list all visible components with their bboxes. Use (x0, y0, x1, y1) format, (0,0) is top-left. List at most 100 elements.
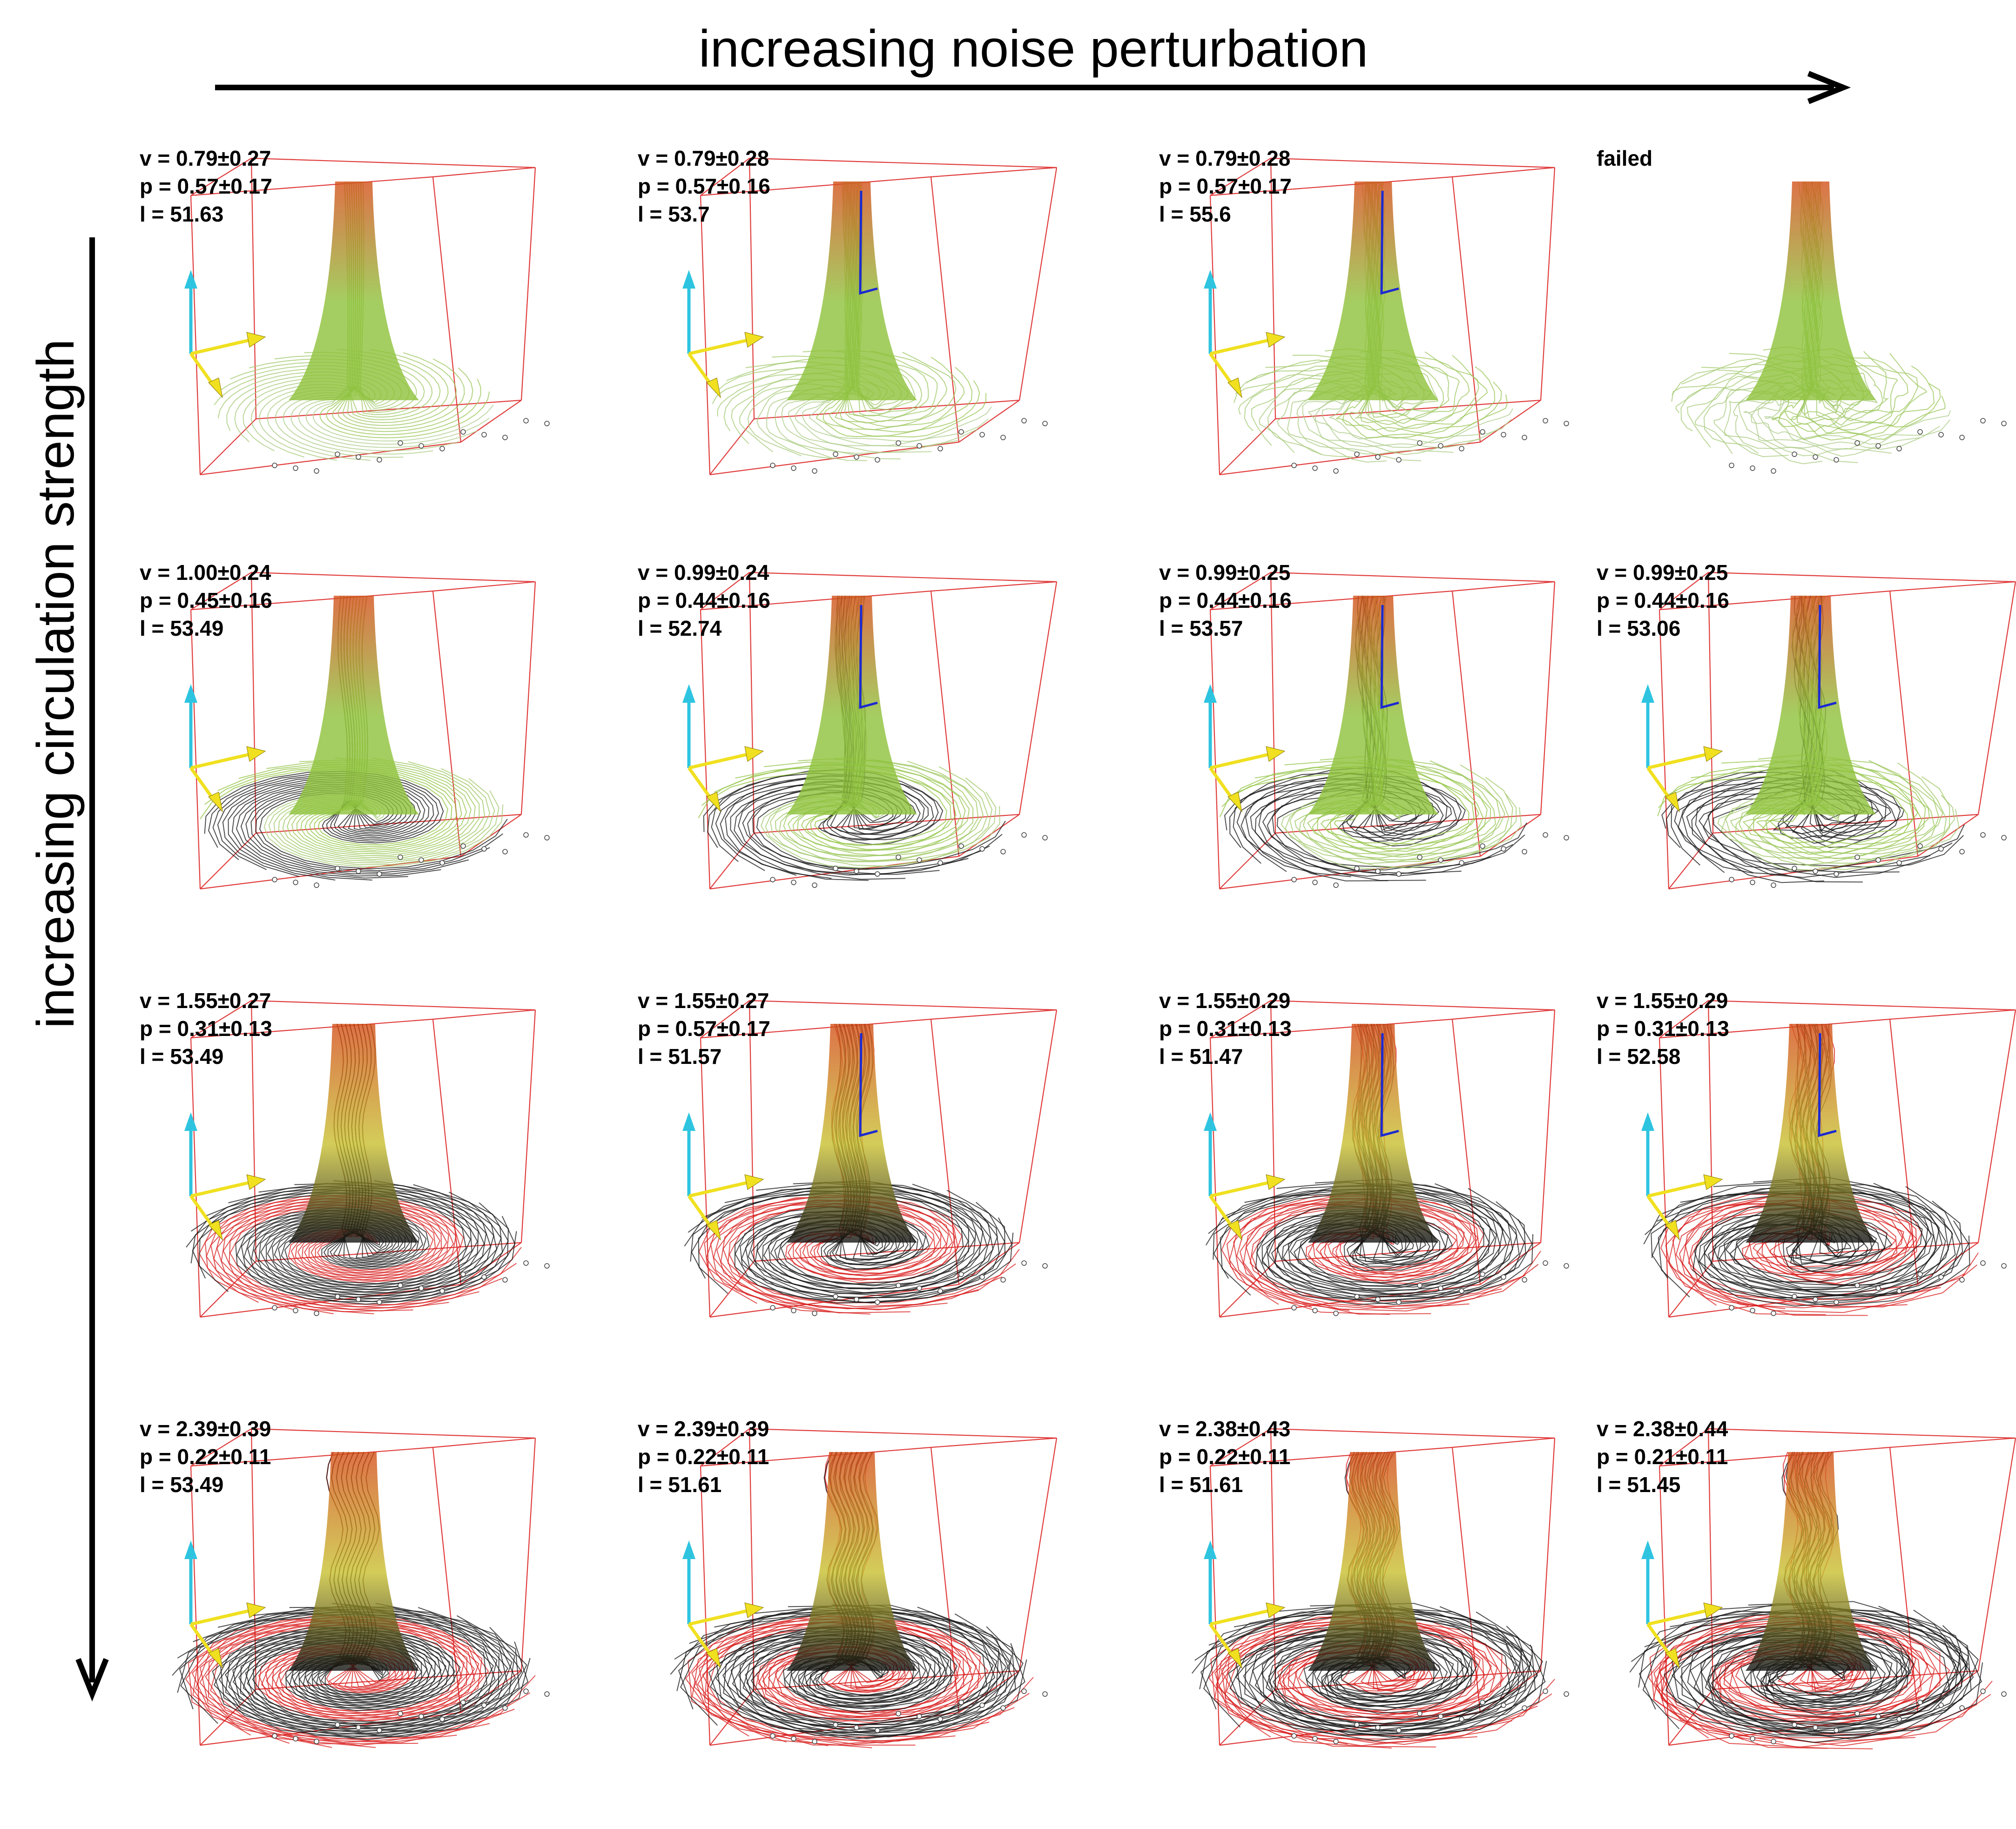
pressure-stat: p = 0.44±0.16 (638, 588, 770, 612)
vortex-column (1308, 596, 1438, 814)
panel-r2-c3: v = 0.99±0.25 p = 0.44±0.16 l = 53.57 (1154, 554, 1620, 973)
axis-glyph (682, 1540, 764, 1669)
vortex-column (289, 1452, 419, 1671)
tracker-path (1380, 1033, 1399, 1137)
axis-glyph (184, 270, 266, 398)
pressure-stat: p = 0.57±0.17 (638, 1016, 770, 1041)
bounding-box (190, 1000, 536, 1318)
panel-stats: v = 1.55±0.27 p = 0.31±0.13 l = 53.49 (140, 987, 272, 1070)
panel-stats: v = 2.39±0.39 p = 0.22±0.11 l = 51.61 (638, 1415, 769, 1499)
panel-r4-c4: v = 2.38±0.44 p = 0.21±0.11 l = 51.45 (1592, 1410, 2016, 1829)
axis-glyph (1204, 1112, 1286, 1241)
streamlines (1657, 595, 1965, 883)
vortex-rendering (670, 1428, 1058, 1748)
panel-stats: v = 1.00±0.24 p = 0.45±0.16 l = 53.49 (140, 558, 272, 642)
panel-stats: v = 0.79±0.28 p = 0.57±0.16 l = 53.7 (638, 144, 770, 228)
vortex-rendering (184, 157, 550, 476)
vortex-rendering (184, 572, 550, 890)
pressure-stat: p = 0.22±0.11 (1159, 1445, 1291, 1469)
seed-points (1729, 418, 2007, 474)
velocity-stat: v = 1.55±0.29 (1597, 988, 1728, 1013)
pressure-stat: p = 0.22±0.11 (140, 1445, 271, 1469)
tracker-path (1818, 605, 1837, 709)
pressure-stat: p = 0.44±0.16 (1159, 588, 1292, 612)
tracker-path (1818, 1033, 1837, 1137)
velocity-stat: v = 0.99±0.25 (1597, 560, 1728, 585)
panel-r3-c2: v = 1.55±0.27 p = 0.57±0.17 l = 51.57 (633, 982, 1099, 1401)
vortex-column (1746, 1024, 1876, 1243)
pressure-stat: p = 0.57±0.17 (140, 174, 272, 198)
seed-points (1729, 1688, 2007, 1744)
panel-r2-c1: v = 1.00±0.24 p = 0.45±0.16 l = 53.49 (135, 554, 600, 973)
panel-status: failed (1597, 146, 1653, 170)
vortex-rendering (682, 572, 1058, 890)
velocity-stat: v = 2.38±0.43 (1159, 1417, 1291, 1441)
pressure-stat: p = 0.45±0.16 (140, 588, 272, 612)
panel-r4-c3: v = 2.38±0.43 p = 0.22±0.11 l = 51.61 (1154, 1410, 1620, 1829)
axis-glyph (184, 1540, 266, 1669)
vortex-rendering (1641, 1000, 2016, 1318)
vortex-column (787, 1452, 917, 1671)
vortex-rendering (1629, 1428, 2016, 1749)
panel-stats: v = 0.99±0.25 p = 0.44±0.16 l = 53.06 (1597, 558, 1729, 642)
panel-r3-c1: v = 1.55±0.27 p = 0.31±0.13 l = 53.49 (135, 982, 600, 1401)
velocity-stat: v = 2.39±0.39 (140, 1417, 271, 1441)
vortex-column (1746, 596, 1876, 814)
seed-points (1291, 1688, 1569, 1744)
panel-stats: v = 2.38±0.43 p = 0.22±0.11 l = 51.61 (1159, 1415, 1290, 1499)
pressure-stat: p = 0.22±0.11 (638, 1445, 769, 1469)
length-stat: l = 51.47 (1159, 1044, 1243, 1069)
panel-stats: v = 2.38±0.44 p = 0.21±0.11 l = 51.45 (1597, 1415, 1728, 1499)
seed-points (770, 1688, 1048, 1744)
panel-stats: v = 0.99±0.24 p = 0.44±0.16 l = 52.74 (638, 558, 770, 642)
length-stat: l = 53.49 (140, 1473, 224, 1497)
vortex-rendering (1204, 1000, 1569, 1318)
axis-glyph (1641, 1112, 1723, 1241)
velocity-stat: v = 1.55±0.29 (1159, 988, 1291, 1013)
tracker-path (859, 190, 878, 295)
vortex-column (1308, 182, 1438, 400)
axis-glyph (682, 684, 764, 813)
tracker-path (859, 605, 878, 709)
pressure-stat: p = 0.57±0.16 (638, 174, 770, 198)
seed-points (1291, 1260, 1569, 1316)
length-stat: l = 53.49 (140, 1044, 224, 1069)
vortex-column (787, 596, 917, 814)
axis-glyph (1204, 684, 1286, 813)
length-stat: l = 55.6 (1159, 202, 1231, 226)
panel-stats: v = 1.55±0.29 p = 0.31±0.13 l = 51.47 (1159, 987, 1292, 1070)
length-stat: l = 53.49 (140, 616, 224, 640)
length-stat: l = 52.74 (638, 616, 722, 640)
vortex-column (289, 596, 419, 814)
seed-points (272, 418, 550, 474)
velocity-stat: v = 0.79±0.28 (1159, 146, 1291, 170)
axis-glyph (682, 270, 764, 398)
seed-points (1291, 418, 1569, 474)
velocity-stat: v = 0.79±0.27 (140, 146, 271, 170)
velocity-stat: v = 1.00±0.24 (140, 560, 271, 585)
velocity-stat: v = 2.39±0.39 (638, 1417, 769, 1441)
panel-stats: v = 0.79±0.27 p = 0.57±0.17 l = 51.63 (140, 144, 272, 228)
length-stat: l = 52.58 (1597, 1044, 1681, 1069)
length-stat: l = 53.06 (1597, 616, 1681, 640)
axis-glyph (1641, 684, 1723, 813)
length-stat: l = 53.7 (638, 202, 710, 226)
seed-points (1291, 832, 1569, 888)
pressure-stat: p = 0.31±0.13 (1159, 1016, 1292, 1041)
bounding-box (1209, 157, 1556, 476)
tracker-path (859, 1033, 878, 1137)
circulation-arrow (75, 237, 109, 1702)
vortex-column (289, 182, 419, 400)
axis-glyph (184, 684, 266, 813)
velocity-stat: v = 0.99±0.24 (638, 560, 769, 585)
vortex-rendering (1671, 181, 2007, 474)
panel-r4-c1: v = 2.39±0.39 p = 0.22±0.11 l = 53.49 (135, 1410, 600, 1829)
length-stat: l = 51.63 (140, 202, 224, 226)
panel-stats: v = 0.79±0.28 p = 0.57±0.17 l = 55.6 (1159, 144, 1292, 228)
seed-points (770, 418, 1048, 474)
vortex-column (289, 1024, 419, 1243)
vortex-rendering (682, 157, 1058, 476)
seed-points (272, 1260, 550, 1316)
length-stat: l = 51.45 (1597, 1473, 1681, 1497)
